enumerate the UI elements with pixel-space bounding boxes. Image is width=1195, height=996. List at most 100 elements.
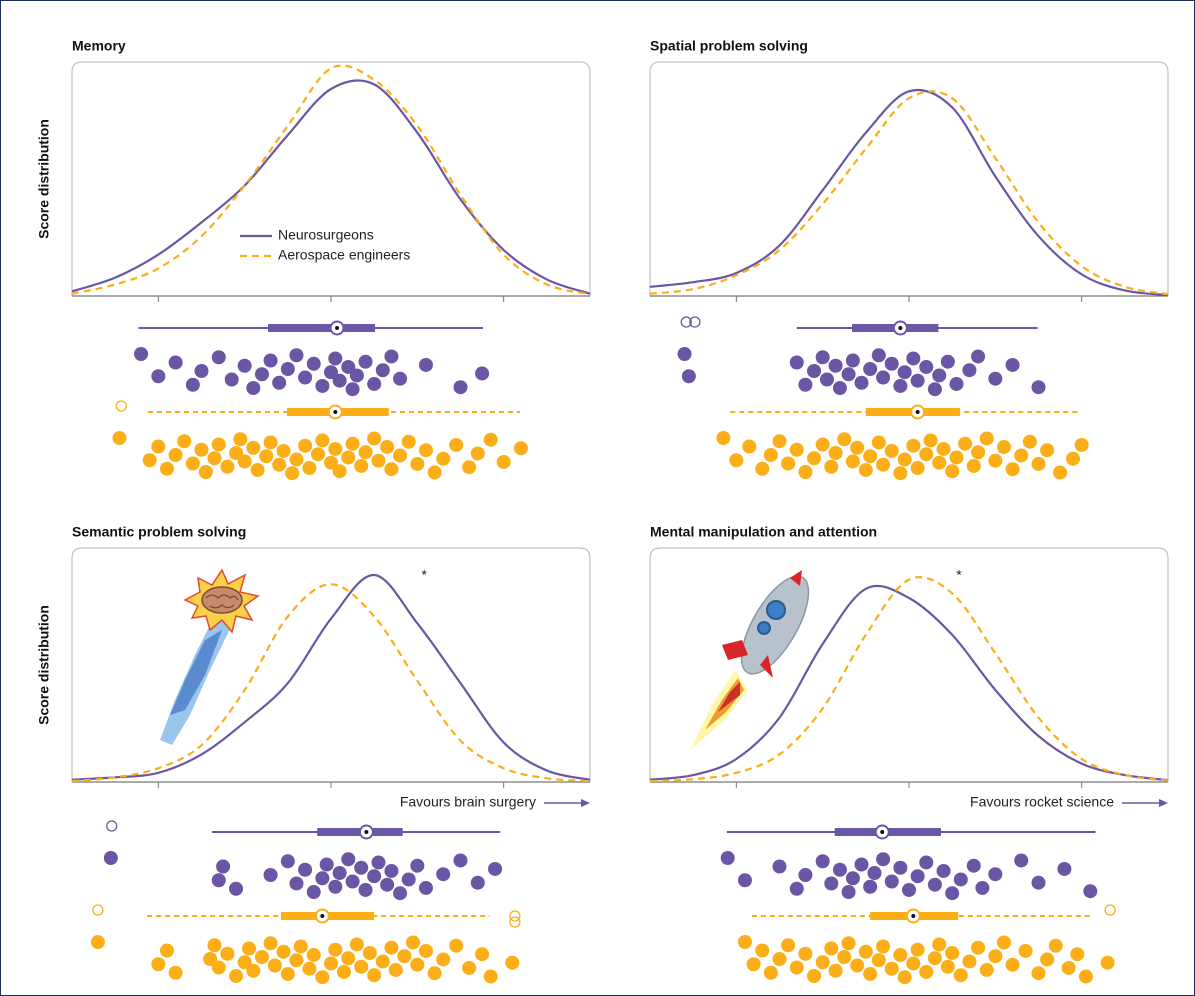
data-point (410, 958, 424, 972)
data-point (376, 363, 390, 377)
data-point (384, 349, 398, 363)
data-point (246, 441, 260, 455)
data-point (1075, 438, 1089, 452)
data-point (255, 950, 269, 964)
data-point (1032, 380, 1046, 394)
data-point (1062, 961, 1076, 975)
data-point (798, 947, 812, 961)
data-point (893, 861, 907, 875)
data-point (833, 863, 847, 877)
box-median-dot (320, 914, 324, 918)
data-point (764, 966, 778, 980)
data-point (449, 939, 463, 953)
data-point (773, 859, 787, 873)
data-point (354, 861, 368, 875)
data-point (367, 968, 381, 982)
data-point (867, 866, 881, 880)
data-point (328, 442, 342, 456)
data-point (773, 952, 787, 966)
data-point (850, 441, 864, 455)
data-point (302, 461, 316, 475)
data-point (807, 451, 821, 465)
data-point (354, 960, 368, 974)
data-point (272, 458, 286, 472)
data-point (315, 379, 329, 393)
data-point (186, 456, 200, 470)
data-point (298, 370, 312, 384)
data-point (729, 453, 743, 467)
data-point (876, 370, 890, 384)
data-point (402, 872, 416, 886)
data-point (962, 954, 976, 968)
data-point (962, 363, 976, 377)
data-point (893, 379, 907, 393)
data-point (954, 968, 968, 982)
data-point (264, 868, 278, 882)
data-point (1014, 448, 1028, 462)
data-point (807, 364, 821, 378)
data-point (1070, 947, 1084, 961)
data-point (268, 958, 282, 972)
data-point (829, 964, 843, 978)
data-point (289, 452, 303, 466)
data-point (475, 947, 489, 961)
y-axis-label: Score distribution (36, 119, 52, 239)
data-point (367, 431, 381, 445)
data-point (945, 464, 959, 478)
data-point (919, 447, 933, 461)
data-point (872, 435, 886, 449)
data-point (790, 355, 804, 369)
data-point (798, 868, 812, 882)
data-point (328, 943, 342, 957)
data-point (997, 440, 1011, 454)
data-point (169, 355, 183, 369)
data-point (911, 461, 925, 475)
data-point (980, 963, 994, 977)
legend-label: Aerospace engineers (278, 247, 410, 263)
data-point (514, 441, 528, 455)
data-point (238, 359, 252, 373)
data-point (238, 454, 252, 468)
data-point (242, 941, 256, 955)
data-point (829, 359, 843, 373)
data-point (380, 440, 394, 454)
data-point (1049, 939, 1063, 953)
data-point (911, 943, 925, 957)
data-point (384, 462, 398, 476)
data-point (212, 350, 226, 364)
data-point (980, 431, 994, 445)
data-point (781, 456, 795, 470)
data-point (104, 851, 118, 865)
data-point (359, 883, 373, 897)
data-point (436, 452, 450, 466)
data-point (371, 855, 385, 869)
box-median-dot (911, 914, 915, 918)
data-point (212, 437, 226, 451)
panel-title: Semantic problem solving (72, 524, 246, 540)
data-point (393, 448, 407, 462)
data-point (389, 963, 403, 977)
data-point (294, 939, 308, 953)
data-point (160, 462, 174, 476)
data-point (169, 448, 183, 462)
data-point (872, 953, 886, 967)
data-point (932, 368, 946, 382)
data-point (742, 439, 756, 453)
box-median-dot (916, 410, 920, 414)
data-point (112, 431, 126, 445)
data-point (846, 871, 860, 885)
data-point (1032, 876, 1046, 890)
data-point (898, 365, 912, 379)
direction-label: Favours rocket science (970, 794, 1114, 810)
data-point (359, 445, 373, 459)
data-point (151, 369, 165, 383)
data-point (410, 457, 424, 471)
data-point (384, 941, 398, 955)
data-point (755, 943, 769, 957)
data-point (233, 432, 247, 446)
data-point (1101, 956, 1115, 970)
data-point (954, 872, 968, 886)
data-point (307, 948, 321, 962)
data-point (207, 938, 221, 952)
data-point (893, 466, 907, 480)
